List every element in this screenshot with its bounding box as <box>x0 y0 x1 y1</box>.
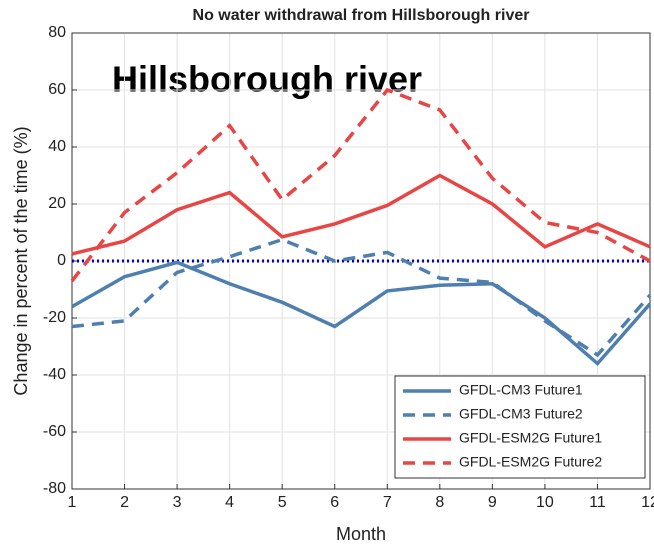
x-tick-label: 5 <box>278 494 287 511</box>
x-tick-label: 3 <box>173 494 182 511</box>
x-tick-label: 6 <box>330 494 339 511</box>
x-tick-label: 7 <box>383 494 392 511</box>
y-tick-label: -60 <box>43 423 66 440</box>
x-tick-label: 4 <box>225 494 234 511</box>
y-tick-label: 0 <box>57 252 66 269</box>
annotation: Hillsborough river <box>112 59 422 100</box>
y-axis-label: Change in percent of the time (%) <box>11 126 31 395</box>
y-tick-label: -40 <box>43 366 66 383</box>
series-line <box>71 173 651 256</box>
x-tick-label: 10 <box>536 494 554 511</box>
x-tick-label: 1 <box>68 494 77 511</box>
chart-title: No water withdrawal from Hillsborough ri… <box>193 7 530 24</box>
series-line <box>71 237 652 358</box>
legend-label: GFDL-ESM2G Future1 <box>459 430 602 446</box>
x-tick-label: 9 <box>488 494 497 511</box>
x-tick-label: 8 <box>435 494 444 511</box>
y-tick-label: -20 <box>43 309 66 326</box>
x-tick-label: 2 <box>120 494 129 511</box>
y-tick-label: -80 <box>43 480 66 497</box>
x-tick-label: 11 <box>589 494 606 511</box>
legend-label: GFDL-ESM2G Future2 <box>459 454 602 470</box>
x-axis-label: Month <box>336 524 386 544</box>
legend: GFDL-CM3 Future1 GFDL-CM3 Future2 GFDL-ESM… <box>394 375 646 479</box>
legend-box <box>394 375 646 479</box>
y-tick-label: 80 <box>48 24 66 41</box>
series-line <box>70 87 651 283</box>
legend-label: GFDL-CM3 Future1 <box>459 382 583 398</box>
y-tick-label: 60 <box>48 81 66 98</box>
x-tick-label: 12 <box>641 494 654 511</box>
y-tick-label: 20 <box>48 195 66 212</box>
legend-label: GFDL-CM3 Future2 <box>459 406 583 422</box>
y-tick-label: 40 <box>48 138 66 155</box>
